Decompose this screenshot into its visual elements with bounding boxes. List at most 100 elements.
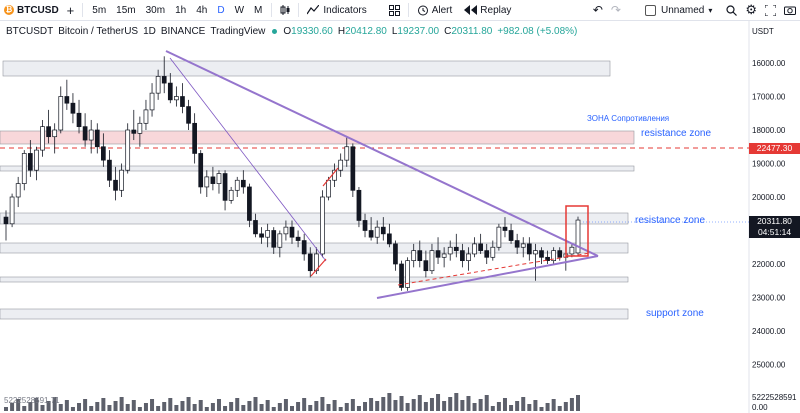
candle-body xyxy=(222,173,228,201)
candle-body xyxy=(64,96,70,104)
chart-type-button[interactable] xyxy=(276,0,294,20)
candle-body xyxy=(441,253,447,258)
support-zone-box[interactable] xyxy=(0,308,629,320)
volume-bar xyxy=(277,403,282,411)
volume-bar xyxy=(527,404,532,411)
descending-trendline[interactable] xyxy=(165,50,599,257)
timeframe-4h[interactable]: 4h xyxy=(196,4,208,16)
volume-bar xyxy=(204,407,209,411)
volume-bar xyxy=(95,402,100,411)
gear-icon: ⚙ xyxy=(745,2,757,17)
volume-bar xyxy=(192,404,197,411)
gray-zone-21800[interactable] xyxy=(0,165,635,172)
layout-menu-button[interactable]: Unnamed ▾ xyxy=(641,0,716,20)
volume-bar xyxy=(429,398,434,411)
timeframe-w[interactable]: W xyxy=(234,4,245,16)
volume-bar xyxy=(411,399,416,411)
highlight-box[interactable] xyxy=(565,205,589,257)
indicators-button[interactable]: Indicators xyxy=(303,0,370,20)
volume-bar xyxy=(64,400,69,411)
resistance-zone-mid[interactable] xyxy=(0,212,629,225)
timeframe-5m[interactable]: 5m xyxy=(92,4,107,16)
undo-button[interactable]: ↶ xyxy=(589,0,607,20)
toolbar-divider xyxy=(82,3,84,17)
replay-label: Replay xyxy=(480,4,512,16)
timeframe-30m[interactable]: 30m xyxy=(145,4,166,16)
red-short-line-2[interactable] xyxy=(322,167,339,187)
candle-body xyxy=(283,226,289,235)
red-dashed-trendline[interactable] xyxy=(397,252,591,286)
volume-bar xyxy=(332,400,337,411)
resistance-top-label[interactable]: resistance zone xyxy=(641,128,711,139)
candle-body xyxy=(374,226,380,238)
candle-body xyxy=(569,246,575,255)
snapshot-button[interactable] xyxy=(780,0,800,20)
quick-search-button[interactable] xyxy=(722,0,741,20)
ascending-trendline[interactable] xyxy=(376,255,599,299)
zone-ru-label[interactable]: ЗОНА Сопротивления xyxy=(587,114,669,123)
symbol-search-button[interactable]: ₿ BTCUSD xyxy=(0,0,63,20)
support-zone-label[interactable]: support zone xyxy=(646,308,704,319)
toolbar-divider xyxy=(271,3,273,17)
toolbar-divider xyxy=(298,3,300,17)
redo-button[interactable]: ↷ xyxy=(607,0,625,20)
volume-bar xyxy=(223,406,228,411)
candle-body xyxy=(70,102,76,114)
add-symbol-button[interactable]: + xyxy=(63,0,79,20)
price-tick-label: 17000.00 xyxy=(752,93,786,102)
candle-body xyxy=(387,233,392,245)
candle-body xyxy=(9,196,15,225)
volume-bar xyxy=(180,401,185,411)
timeframe-1h[interactable]: 1h xyxy=(175,4,187,16)
replay-button[interactable]: Replay xyxy=(460,0,515,20)
price-chart[interactable]: USDT ЗОНА Сопротивления resistance zone … xyxy=(0,20,800,413)
candle-body xyxy=(472,243,477,255)
layouts-button[interactable] xyxy=(385,0,404,20)
candle-body xyxy=(490,246,496,258)
resistance-zone-top[interactable] xyxy=(0,130,635,145)
volume-bar xyxy=(356,406,361,411)
price-axis-ticks: 25000.0024000.0023000.0022000.0021000.00… xyxy=(752,59,786,370)
gray-zone-19500[interactable] xyxy=(0,242,629,254)
volume-bar xyxy=(466,396,471,411)
level-price-text: 22477.30 xyxy=(756,143,793,153)
symbol-label: BTCUSD xyxy=(17,4,59,16)
gray-zone-18500[interactable] xyxy=(0,276,629,283)
candle-body xyxy=(131,129,137,134)
gray-zone-top[interactable] xyxy=(2,60,611,77)
candle-body xyxy=(52,129,58,138)
thin-trendline[interactable] xyxy=(169,57,327,262)
candle-body xyxy=(192,122,197,154)
candle-body xyxy=(119,169,124,191)
volume-bar xyxy=(125,404,130,411)
legend-pair[interactable]: BTCUSDT xyxy=(6,26,54,37)
top-toolbar: ₿ BTCUSD + 5m 15m 30m 1h 4h D W M Indica… xyxy=(0,0,800,21)
alert-button[interactable]: Alert xyxy=(413,0,457,20)
volume-bar xyxy=(576,395,580,411)
candle-body xyxy=(484,250,490,258)
fullscreen-button[interactable] xyxy=(761,0,780,20)
volume-bar xyxy=(229,402,234,411)
timeframe-m[interactable]: M xyxy=(254,4,263,16)
volume-bar xyxy=(119,397,124,411)
volume-bar xyxy=(314,401,319,411)
candle-body xyxy=(161,76,167,84)
price-tick-label: 19000.00 xyxy=(752,160,786,169)
volume-bar xyxy=(551,399,556,411)
search-icon xyxy=(726,4,738,16)
candle-body xyxy=(478,243,483,251)
timeframe-d[interactable]: D xyxy=(217,4,225,16)
candle-body xyxy=(326,179,331,198)
timeframe-15m[interactable]: 15m xyxy=(116,4,136,16)
settings-button[interactable]: ⚙ xyxy=(741,0,761,20)
candle-body xyxy=(247,186,252,221)
candle-body xyxy=(101,146,106,161)
candle-body xyxy=(3,216,9,225)
volume-bar xyxy=(308,405,313,411)
resistance-mid-label[interactable]: resistance zone xyxy=(635,215,705,226)
red-short-line-1[interactable] xyxy=(310,258,327,277)
candle-body xyxy=(228,189,234,201)
volume-bar xyxy=(4,407,8,411)
volume-bar xyxy=(296,402,301,411)
volume-bar xyxy=(484,395,489,411)
